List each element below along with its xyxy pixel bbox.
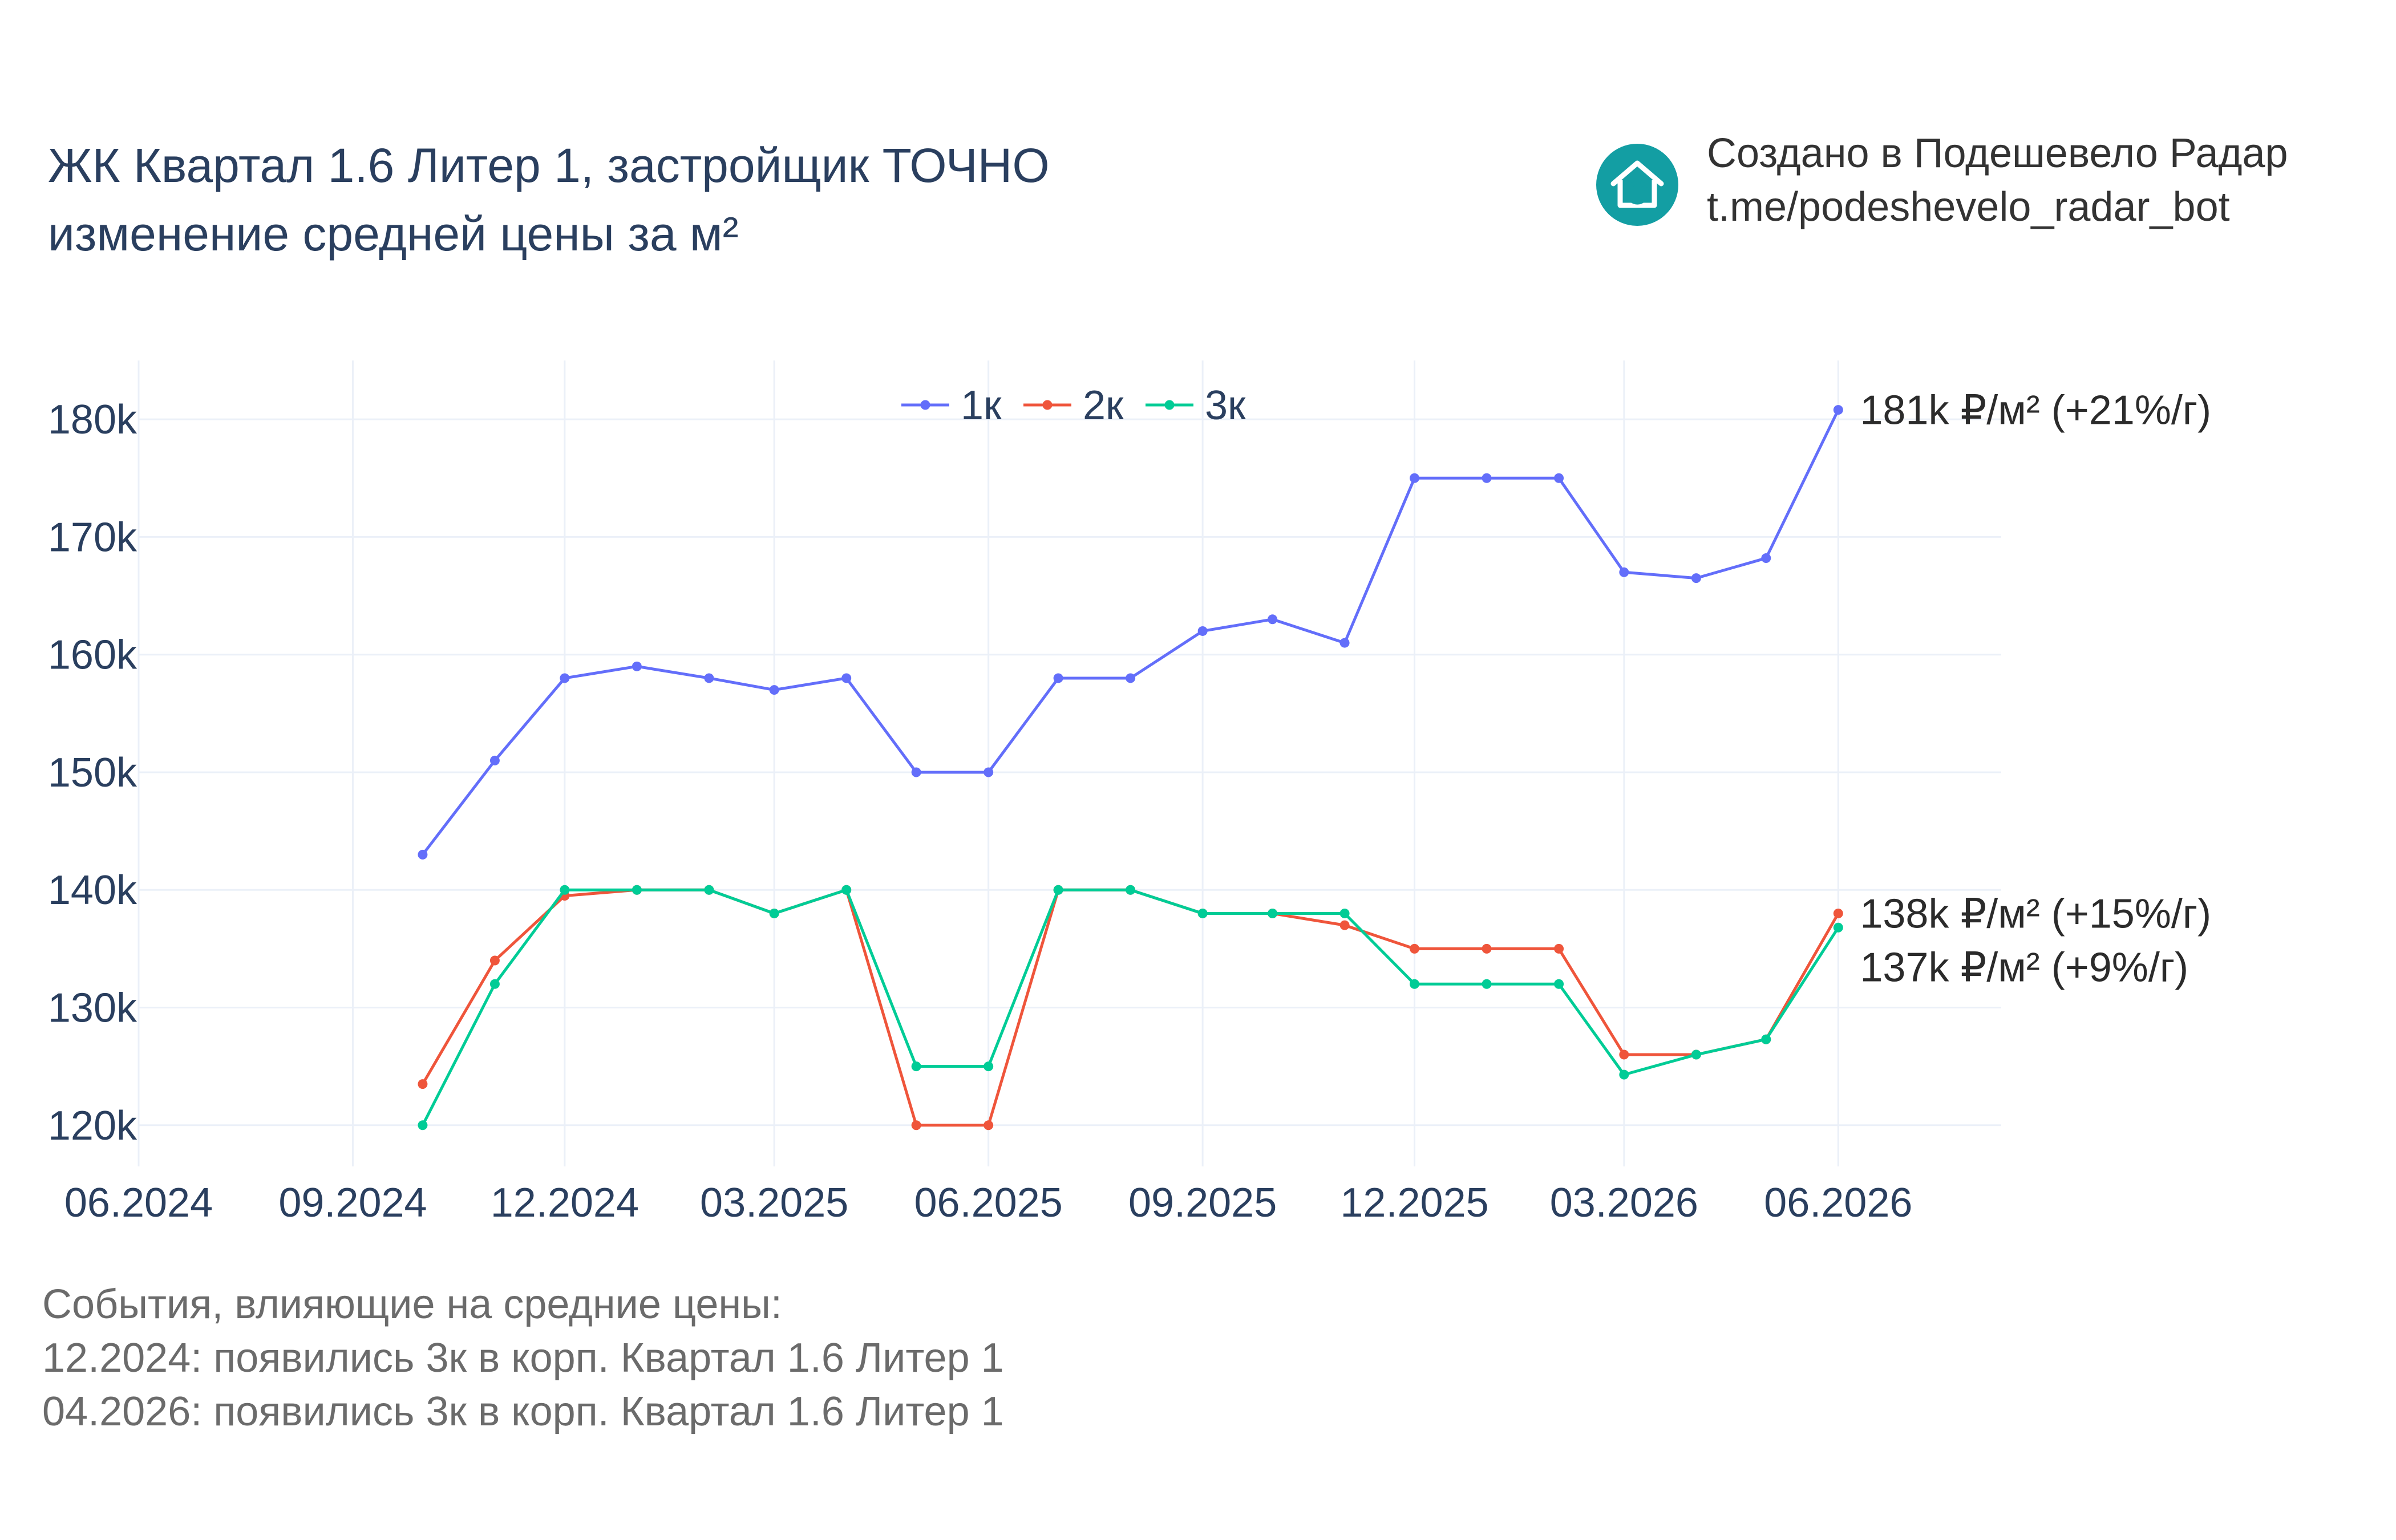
data-point [489,979,500,989]
data-point [911,1061,921,1072]
data-point [1761,553,1771,564]
events-heading: События, влияющие на средние цены: [42,1282,782,1327]
data-point [984,767,994,777]
data-point [1410,473,1420,483]
data-point [1833,922,1843,933]
data-point [1554,979,1564,989]
legend-label-1: 1к [961,383,1002,428]
legend-marker-3 [1164,400,1175,410]
y-tick-label: 170k [48,514,137,560]
data-point [1410,979,1420,989]
x-tick-label: 06.2026 [1764,1180,1912,1226]
credit-line1: Создано в Подешевело Радар [1707,131,2288,176]
x-tick-label: 09.2024 [278,1180,427,1226]
y-tick-label: 140k [48,868,137,913]
x-tick-label: 06.2024 [64,1180,213,1226]
data-point [1339,638,1350,648]
x-tick-label: 12.2025 [1340,1180,1488,1226]
data-point [560,885,570,895]
legend-label-3: 3к [1205,383,1246,428]
x-tick-label: 09.2025 [1128,1180,1277,1226]
data-point [1833,909,1843,919]
legend-marker-1 [920,400,930,410]
x-tick-label: 03.2025 [700,1180,848,1226]
data-point [1197,626,1208,636]
data-point [984,1061,994,1072]
legend-label-2: 2к [1083,383,1124,428]
y-tick-label: 130k [48,986,137,1031]
data-point [704,885,714,895]
data-point [1761,1034,1771,1044]
data-point [841,673,852,683]
data-point [418,1120,428,1130]
data-point [704,673,714,683]
data-point [632,661,642,671]
data-point [1126,885,1136,895]
data-point [911,1120,921,1130]
data-point [841,885,852,895]
chart-title-line1: ЖК Квартал 1.6 Литер 1, застройщик ТОЧНО [48,139,1050,192]
end-label-1: 181k ₽/м² (+21%/г) [1860,388,2211,433]
y-tick-label: 180k [48,397,137,443]
data-point [1619,1069,1629,1080]
end-label-3: 137k ₽/м² (+9%/г) [1860,945,2188,991]
data-point [911,767,921,777]
event-item-2: 04.2026: появились 3к в корп. Квартал 1.… [42,1389,1004,1434]
credit-text: Создано в Подешевело Радар t.me/podeshev… [1707,127,2288,234]
x-tick-label: 03.2026 [1550,1180,1698,1226]
data-point [560,673,570,683]
data-point [1691,1049,1701,1060]
chart-title-line2: изменение средней цены за м² [48,207,739,261]
data-point [1268,909,1278,919]
data-point [489,755,500,765]
data-point [1691,573,1701,583]
house-refresh-icon [1596,144,1678,226]
x-tick-label: 06.2025 [914,1180,1063,1226]
events-block: События, влияющие на средние цены: 12.20… [42,1278,1004,1438]
data-point [1197,909,1208,919]
data-point [1482,473,1492,483]
credit-link[interactable]: t.me/podeshevelo_radar_bot [1707,184,2230,230]
data-point [769,685,779,695]
data-point [1619,1049,1629,1060]
x-tick-label: 12.2024 [491,1180,639,1226]
data-point [418,1079,428,1089]
data-point [1554,943,1564,954]
data-point [418,849,428,860]
data-point [1339,920,1350,930]
data-point [769,909,779,919]
chart-title: ЖК Квартал 1.6 Литер 1, застройщик ТОЧНО… [48,131,1050,268]
event-item-1: 12.2024: появились 3к в корп. Квартал 1.… [42,1335,1004,1381]
data-point [1268,614,1278,625]
data-point [1053,673,1063,683]
data-point [1126,673,1136,683]
data-point [1554,473,1564,483]
y-tick-label: 150k [48,750,137,796]
legend-marker-2 [1042,400,1053,410]
data-point [1053,885,1063,895]
data-point [1482,943,1492,954]
data-point [984,1120,994,1130]
data-point [489,955,500,966]
end-label-2: 138k ₽/м² (+15%/г) [1860,891,2211,937]
data-point [632,885,642,895]
data-point [1339,909,1350,919]
y-tick-label: 160k [48,633,137,678]
data-point [1482,979,1492,989]
data-point [1619,567,1629,577]
series-line-1 [421,409,1840,856]
data-point [1410,943,1420,954]
y-tick-label: 120k [48,1103,137,1149]
data-point [1833,405,1843,415]
